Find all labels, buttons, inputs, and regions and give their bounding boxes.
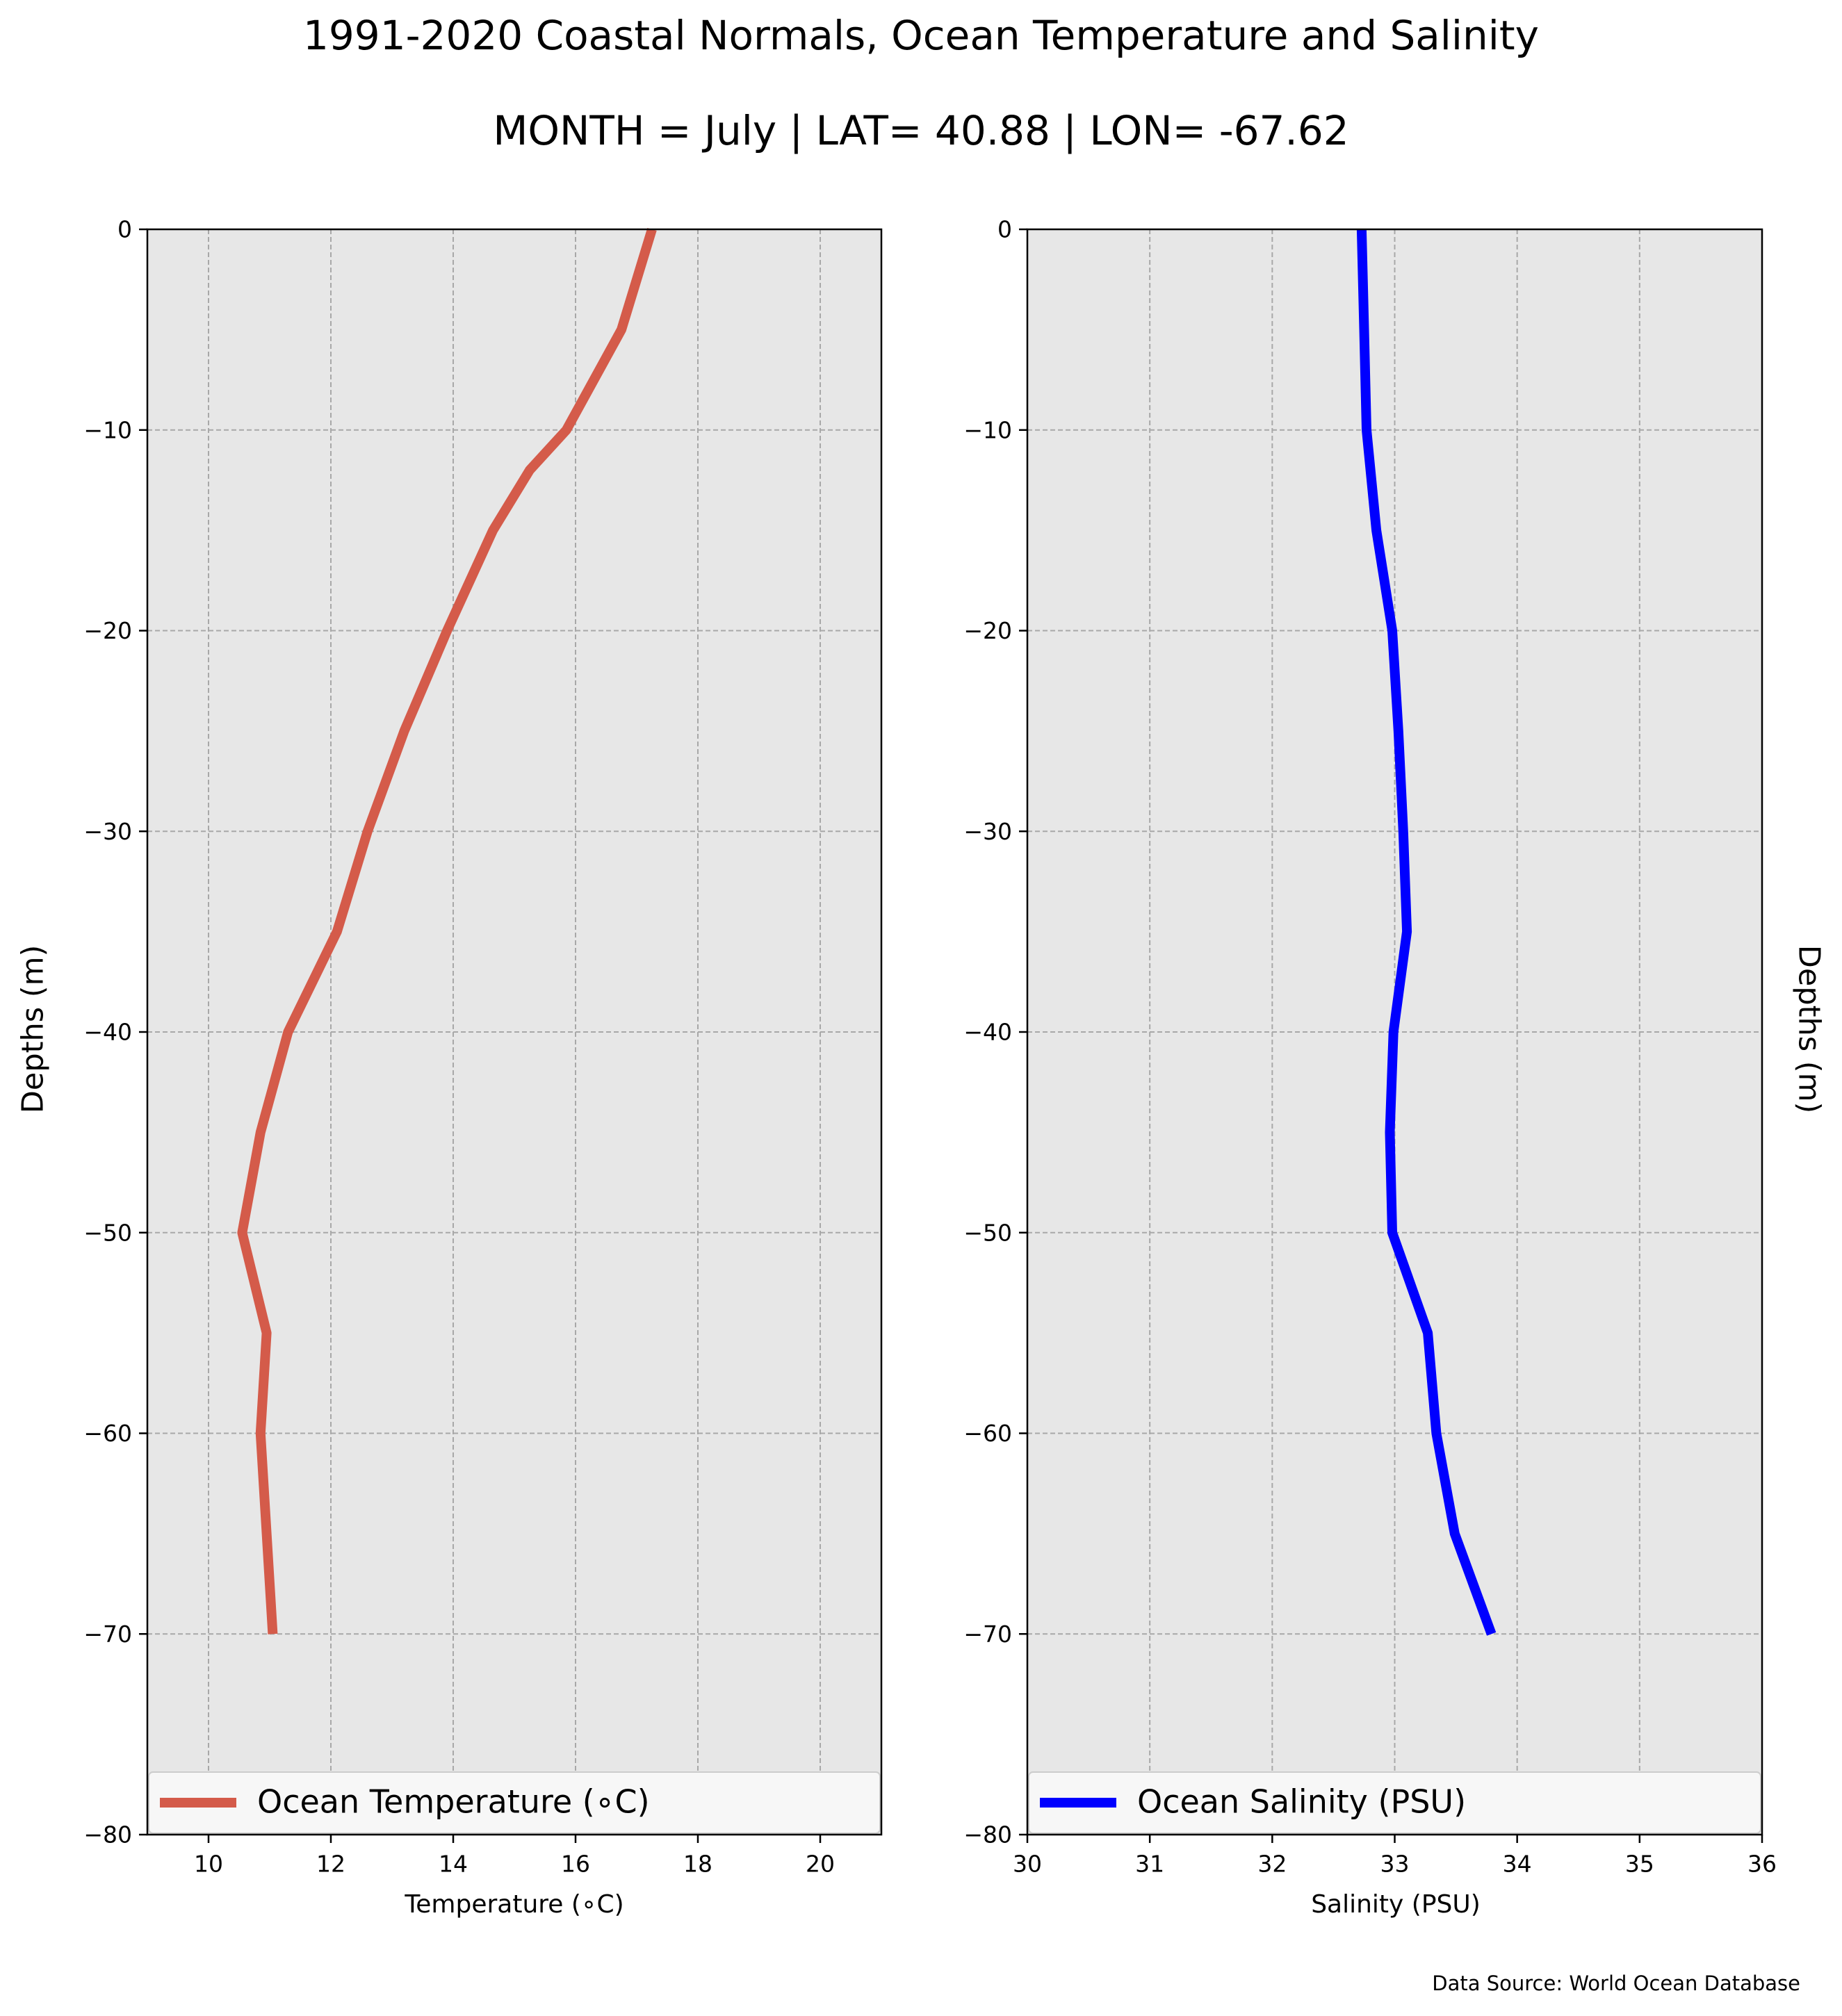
salinity-panel: Ocean Salinity (PSU) 30 31 32 33 34 35 36 0 −10 −2…: [963, 216, 1777, 1878]
temperature-y-tick-label: −10: [83, 416, 132, 443]
salinity-x-tick-label: 35: [1625, 1851, 1654, 1878]
temperature-x-tick-label: 18: [683, 1851, 712, 1878]
temperature-y-tick-label: −40: [83, 1019, 132, 1046]
temperature-ylabel: Depths (m): [16, 945, 51, 1113]
salinity-y-tick-label: −70: [963, 1621, 1012, 1648]
salinity-legend-label: Ocean Salinity (PSU): [1137, 1783, 1466, 1821]
salinity-xlabel: Salinity (PSU): [1311, 1890, 1481, 1919]
temperature-series-line: [237, 227, 657, 1634]
salinity-y-tick-label: −80: [963, 1821, 1012, 1849]
temperature-y-tick-label: −50: [83, 1219, 132, 1246]
salinity-y-tick-label: −50: [963, 1219, 1012, 1246]
temperature-x-tick-label: 16: [561, 1851, 590, 1878]
salinity-x-tick-label: 31: [1135, 1851, 1164, 1878]
temperature-xlabel: Temperature (∘C): [404, 1890, 623, 1919]
salinity-y-tick-label: −60: [963, 1420, 1012, 1447]
salinity-y-tick-label: −20: [963, 617, 1012, 644]
salinity-y-tick-label: −30: [963, 818, 1012, 845]
salinity-series-line: [1356, 229, 1497, 1636]
salinity-x-tick-label: 32: [1257, 1851, 1287, 1878]
temperature-y-tick-label: −60: [83, 1420, 132, 1447]
salinity-x-tick-label: 33: [1380, 1851, 1410, 1878]
temperature-y-tick-label: −80: [83, 1821, 132, 1849]
temperature-x-tick-label: 14: [439, 1851, 468, 1878]
temperature-y-tick-label: −30: [83, 818, 132, 845]
salinity-x-tick-label: 36: [1747, 1851, 1777, 1878]
temperature-y-tick-label: 0: [117, 216, 132, 243]
salinity-y-tick-label: −40: [963, 1019, 1012, 1046]
salinity-ylabel: Depths (m): [1792, 945, 1827, 1113]
figure-title: 1991-2020 Coastal Normals, Ocean Tempera…: [303, 12, 1539, 59]
temperature-x-tick-label: 20: [806, 1851, 835, 1878]
salinity-x-tick-label: 30: [1013, 1851, 1042, 1878]
salinity-x-tick-label: 34: [1503, 1851, 1532, 1878]
salinity-legend: [1028, 1771, 1761, 1834]
temperature-x-tick-label: 12: [316, 1851, 345, 1878]
temperature-legend: [148, 1771, 881, 1834]
temperature-y-tick-label: −20: [83, 617, 132, 644]
salinity-y-tick-label: 0: [997, 216, 1012, 243]
temperature-y-tick-label: −70: [83, 1621, 132, 1648]
salinity-y-tick-label: −10: [963, 416, 1012, 443]
data-source-note: Data Source: World Ocean Database: [1432, 1972, 1800, 1995]
temperature-x-tick-label: 10: [194, 1851, 223, 1878]
temperature-legend-label: Ocean Temperature (∘C): [257, 1783, 650, 1821]
figure-subtitle: MONTH = July | LAT= 40.88 | LON= -67.62: [493, 107, 1348, 154]
temperature-panel: Ocean Temperature (∘C) 10 12 14 16 18 20 0 −10 −2…: [83, 216, 883, 1878]
